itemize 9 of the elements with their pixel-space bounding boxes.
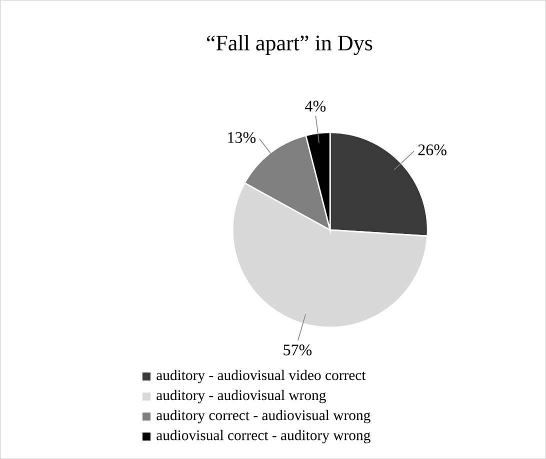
data-label: 13%: [228, 132, 256, 144]
data-label: 4%: [305, 100, 326, 112]
legend-label: auditory correct - audiovisual wrong: [156, 410, 370, 424]
legend-label: auditory - audiovisual video correct: [156, 370, 366, 384]
legend-label: auditory - audiovisual wrong: [156, 390, 326, 404]
legend-label: audiovisual correct - auditory wrong: [156, 430, 370, 444]
data-label: 57%: [284, 344, 312, 356]
chart-title: “Fall apart” in Dys: [206, 35, 372, 56]
data-label: 26%: [418, 144, 446, 156]
